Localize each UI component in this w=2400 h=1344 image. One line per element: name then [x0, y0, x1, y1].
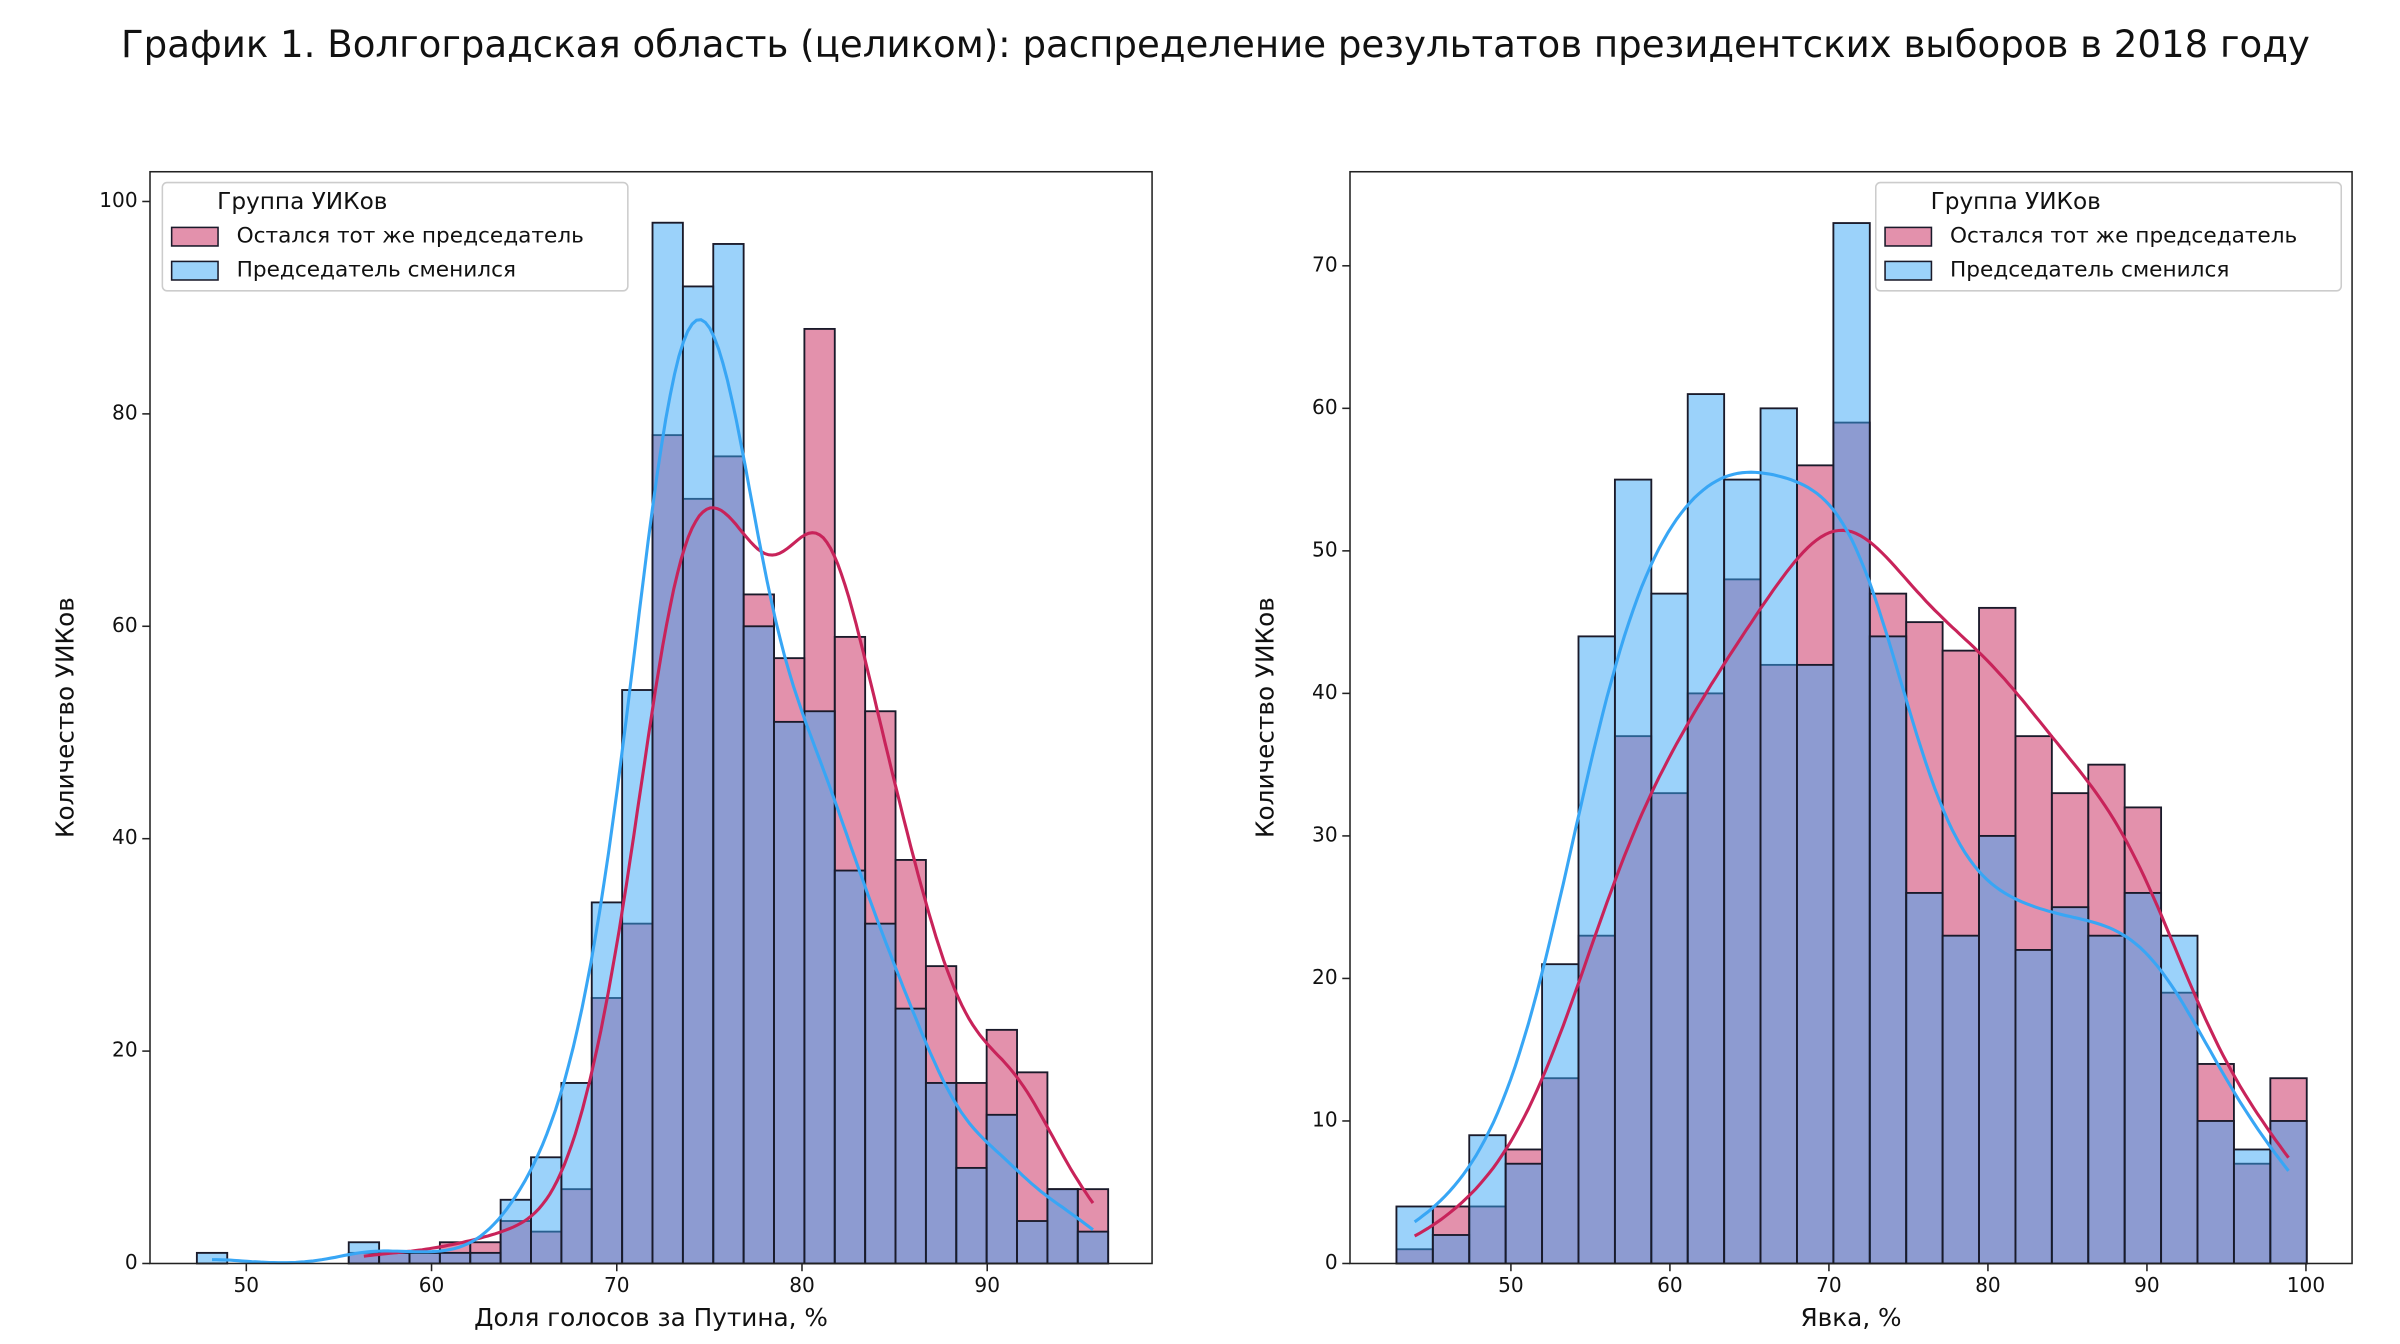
y-tick-label: 0: [125, 1250, 138, 1274]
kde-curve: [1413, 470, 2290, 1224]
histogram-bar: [955, 1166, 988, 1265]
x-tick-label: 80: [789, 1273, 815, 1297]
histogram-bar: [1832, 222, 1871, 1265]
histogram-bar: [894, 1007, 927, 1265]
x-tick-label: 100: [2287, 1273, 2325, 1297]
histogram-bar: [1796, 663, 1835, 1265]
histogram-bar: [1431, 1234, 1471, 1265]
axes-frame: [1349, 170, 2353, 1265]
legend-swatch: [1884, 226, 1933, 247]
histogram-bar: [2087, 934, 2126, 1265]
histogram-bar: [1905, 891, 1944, 1265]
histogram-bar: [1759, 407, 1798, 1265]
histogram-bar: [1613, 478, 1653, 1265]
legend-box: [161, 181, 629, 292]
histogram-bar: [1468, 1134, 1507, 1265]
histogram-bar: [651, 221, 684, 1265]
histogram-bar: [985, 1113, 1018, 1265]
histogram-bar: [2014, 949, 2053, 1265]
x-tick-label: 60: [419, 1273, 445, 1297]
histogram-bar: [2269, 1120, 2308, 1265]
histogram-bar: [2196, 1120, 2235, 1265]
x-tick-label: 60: [1657, 1273, 1683, 1297]
histogram-bar: [1978, 834, 2017, 1265]
x-tick-label: 70: [604, 1273, 630, 1297]
legend-swatch: [170, 226, 219, 247]
histogram-bar: [469, 1251, 502, 1265]
histogram-bar: [803, 710, 836, 1265]
y-tick-label: 60: [112, 613, 138, 637]
histogram-bar: [833, 869, 867, 1265]
histogram-bar: [438, 1251, 472, 1265]
y-axis-label: Количество УИКов: [1250, 597, 1279, 838]
y-tick-label: 30: [1312, 822, 1338, 846]
histogram-bar: [408, 1251, 441, 1265]
legend-swatch: [1884, 260, 1933, 281]
axes-frame: [149, 170, 1153, 1265]
x-tick-label: 70: [1816, 1273, 1842, 1297]
histogram-bar: [1016, 1220, 1049, 1265]
histogram-bar: [2160, 934, 2199, 1265]
x-axis-label: Доля голосов за Путина, %: [474, 1303, 828, 1332]
histogram-bar: [2232, 1148, 2272, 1265]
y-axis-label: Количество УИКов: [50, 597, 79, 838]
legend-label: Председатель сменился: [237, 258, 516, 283]
x-axis-label: Явка, %: [1800, 1303, 1901, 1332]
histogram-bar: [1076, 1230, 1110, 1265]
y-tick-label: 70: [1312, 252, 1338, 276]
y-tick-label: 80: [112, 400, 138, 424]
histogram-bar: [1868, 635, 1908, 1265]
x-tick-label: 50: [234, 1273, 260, 1297]
histogram-bar: [742, 625, 775, 1265]
histogram-bar: [1577, 635, 1616, 1265]
kde-curve: [1413, 528, 2290, 1238]
kde-curve: [363, 506, 1095, 1258]
histogram-bar: [1723, 478, 1762, 1265]
y-tick-label: 20: [112, 1038, 138, 1062]
histogram-bar: [924, 1082, 958, 1265]
histogram-bar: [864, 922, 897, 1265]
chart: 0 20 40 60 80 100 50 60 70 80 90 Доля голосов за Пу…: [50, 170, 1153, 1332]
legend-label: Остался тот же председатель: [237, 224, 584, 249]
legend-title: Группа УИКов: [217, 188, 387, 215]
legend-swatch: [170, 260, 219, 281]
histogram-bar: [621, 689, 654, 1265]
histogram-bar: [2050, 906, 2090, 1265]
chart: 0 10 20 30 40 50 60 70 50 60 70 80 90 100 Явка, % Колич…: [1250, 170, 2353, 1332]
x-tick-label: 90: [2134, 1273, 2160, 1297]
y-tick-label: 50: [1312, 537, 1338, 561]
y-tick-label: 60: [1312, 395, 1338, 419]
x-tick-label: 50: [1498, 1273, 1524, 1297]
y-tick-label: 40: [112, 825, 138, 849]
histogram-bar: [1686, 393, 1726, 1265]
histogram-bar: [681, 285, 715, 1265]
histogram-bar: [773, 720, 806, 1265]
y-tick-label: 100: [99, 188, 137, 212]
y-tick-label: 10: [1312, 1107, 1338, 1131]
histogram-bar: [1650, 592, 1689, 1265]
histogram-bar: [1541, 963, 1580, 1265]
histogram-bar: [590, 901, 624, 1265]
histogram-bar: [712, 243, 745, 1265]
legend-box: [1875, 181, 2343, 292]
histogram-bar: [560, 1082, 593, 1265]
histogram-bar: [2123, 891, 2163, 1265]
histogram-bar: [1941, 934, 1980, 1265]
kde-curve: [212, 318, 1094, 1265]
histogram-bar: [1504, 1162, 1544, 1265]
y-tick-label: 40: [1312, 680, 1338, 704]
legend-label: Председатель сменился: [1950, 258, 2229, 283]
x-tick-label: 80: [1975, 1273, 2001, 1297]
x-tick-label: 90: [974, 1273, 1000, 1297]
y-tick-label: 0: [1325, 1250, 1338, 1274]
legend-title: Группа УИКов: [1931, 188, 2101, 215]
page-title: График 1. Волгоградская область (целиком…: [121, 23, 2310, 66]
y-tick-label: 20: [1312, 965, 1338, 989]
legend-label: Остался тот же председатель: [1950, 224, 2297, 249]
